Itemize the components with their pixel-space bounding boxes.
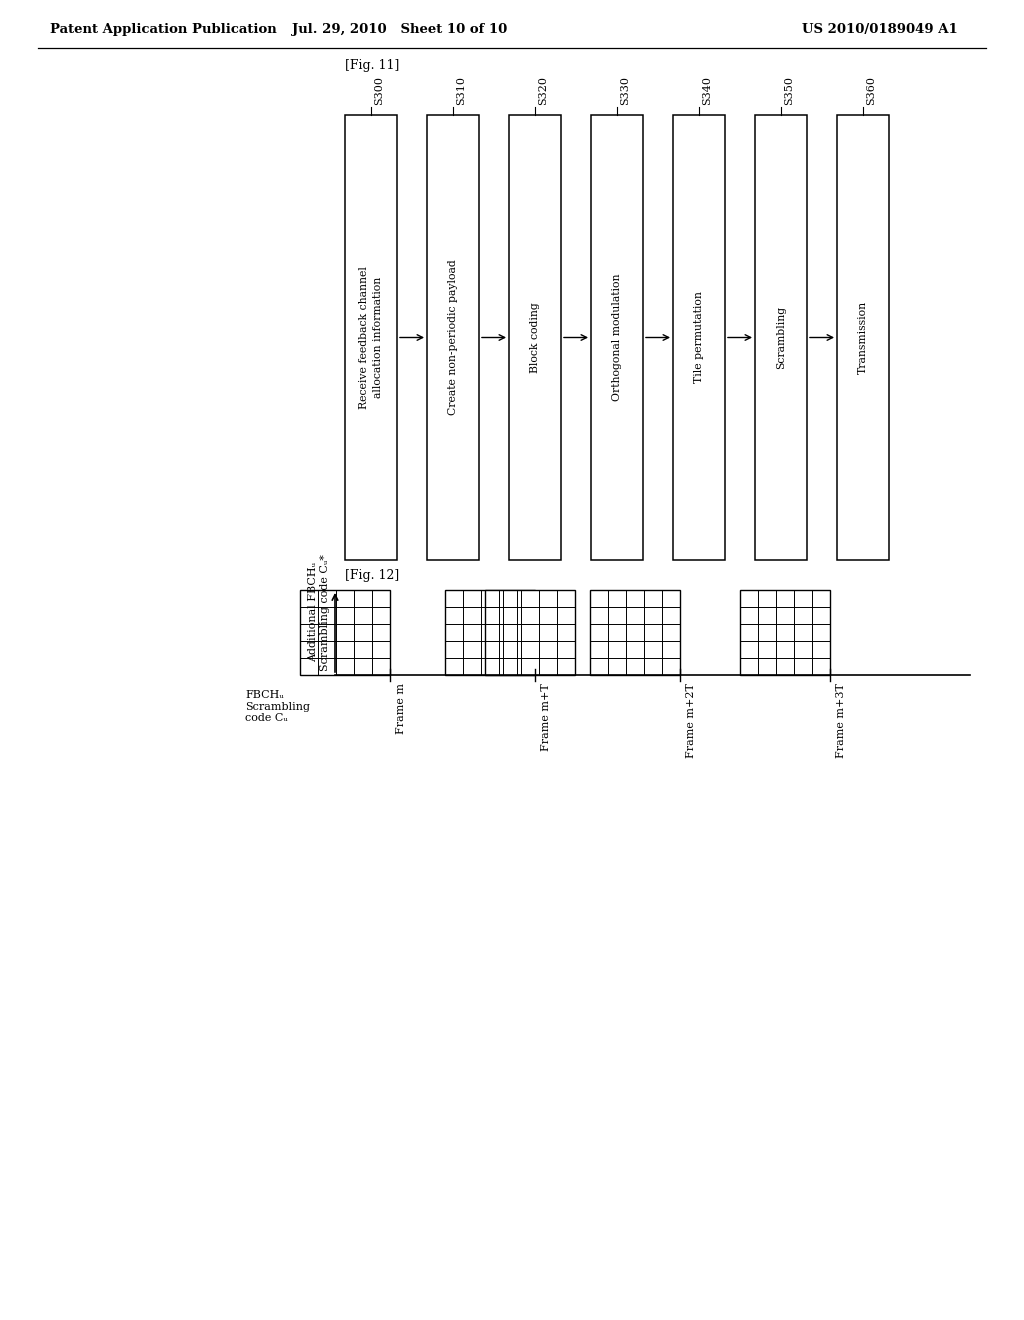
Text: S320: S320 <box>538 77 548 106</box>
Text: S350: S350 <box>784 77 794 106</box>
Text: Frame m+T: Frame m+T <box>541 682 551 751</box>
Text: Orthogonal modulation: Orthogonal modulation <box>612 273 622 401</box>
Text: Additional FBCHᵤ
Scrambling code Cᵤ*: Additional FBCHᵤ Scrambling code Cᵤ* <box>308 554 330 671</box>
Bar <box>485 590 575 675</box>
Text: US 2010/0189049 A1: US 2010/0189049 A1 <box>802 24 957 37</box>
Bar <box>755 115 807 560</box>
Bar <box>673 115 725 560</box>
Text: FBCHᵤ
Scrambling
code Cᵤ: FBCHᵤ Scrambling code Cᵤ <box>245 690 310 723</box>
Text: S300: S300 <box>374 77 384 106</box>
Text: [Fig. 11]: [Fig. 11] <box>345 58 399 71</box>
Text: S340: S340 <box>702 77 712 106</box>
Text: S360: S360 <box>866 77 876 106</box>
Text: Frame m: Frame m <box>396 682 406 734</box>
Bar <box>427 115 479 560</box>
Text: Receive feedback channel
allocation information: Receive feedback channel allocation info… <box>359 267 383 409</box>
Text: S330: S330 <box>620 77 630 106</box>
Text: Transmission: Transmission <box>858 301 868 374</box>
Bar <box>590 590 680 675</box>
Text: [Fig. 12]: [Fig. 12] <box>345 569 399 582</box>
Bar <box>837 115 889 560</box>
Bar <box>740 590 830 675</box>
Text: Block coding: Block coding <box>530 302 540 372</box>
Bar <box>445 590 535 675</box>
Bar <box>300 590 390 675</box>
Text: Tile permutation: Tile permutation <box>694 292 705 383</box>
Bar <box>591 115 643 560</box>
Text: Frame m+2T: Frame m+2T <box>686 682 696 758</box>
Text: Jul. 29, 2010   Sheet 10 of 10: Jul. 29, 2010 Sheet 10 of 10 <box>293 24 508 37</box>
Bar <box>345 115 397 560</box>
Text: S310: S310 <box>456 77 466 106</box>
Text: Scrambling: Scrambling <box>776 306 786 370</box>
Text: Create non-periodic payload: Create non-periodic payload <box>449 260 458 416</box>
Bar <box>509 115 561 560</box>
Text: Frame m+3T: Frame m+3T <box>836 682 846 758</box>
Text: Patent Application Publication: Patent Application Publication <box>50 24 276 37</box>
